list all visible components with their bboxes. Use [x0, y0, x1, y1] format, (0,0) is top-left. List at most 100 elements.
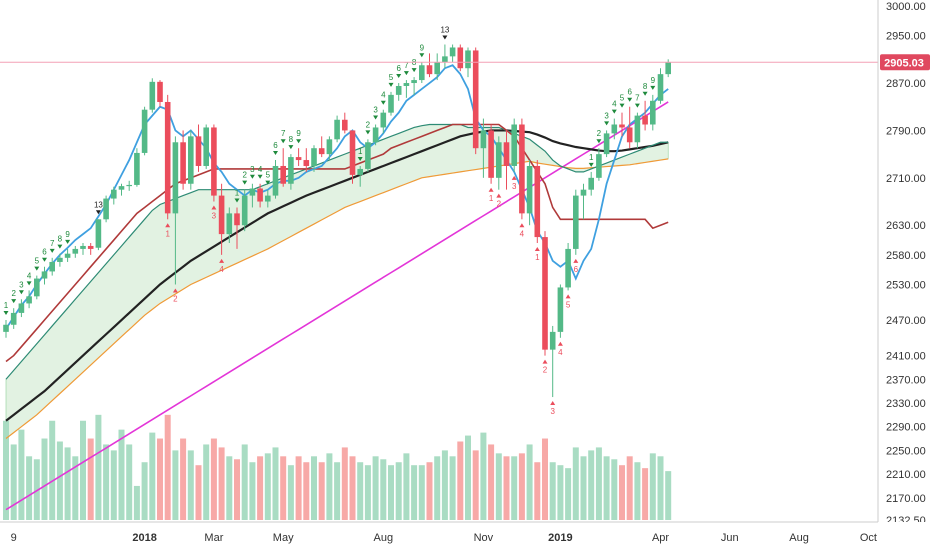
td-up-label: 1 — [235, 188, 240, 197]
x-tick-label: Aug — [374, 532, 394, 544]
td-up-label: 2 — [242, 171, 247, 180]
volume-bar — [642, 468, 649, 520]
td-up-label: 13 — [94, 200, 103, 209]
td-down-arrow — [26, 281, 32, 286]
volume-bar — [380, 459, 387, 520]
td-down-label: 6 — [574, 265, 579, 274]
td-down-arrow — [288, 145, 294, 150]
td-up-label: 9 — [651, 76, 656, 85]
td-down-arrow — [234, 198, 240, 203]
td-up-label: 7 — [281, 129, 286, 138]
volume-bar — [334, 462, 341, 520]
td-up-label: 8 — [58, 235, 63, 244]
td-up-arrow — [511, 175, 517, 180]
volume-bar — [103, 444, 110, 520]
td-down-arrow — [596, 139, 602, 144]
td-down-arrow — [95, 210, 101, 215]
volume-bar — [349, 456, 356, 520]
x-tick-label: Aug — [789, 532, 809, 544]
td-down-label: 1 — [535, 253, 540, 262]
candle-body — [218, 195, 225, 235]
candle-body — [26, 296, 32, 304]
candle-body — [149, 81, 156, 110]
td-up-label: 5 — [620, 94, 625, 103]
volume-bar — [3, 420, 9, 520]
td-down-label: 4 — [558, 348, 563, 357]
td-up-label: 1 — [358, 147, 363, 156]
td-up-label: 5 — [389, 73, 394, 82]
volume-bar — [472, 450, 479, 520]
td-up-label: 6 — [396, 64, 401, 73]
volume-bar — [580, 456, 587, 520]
volume-bar — [280, 456, 287, 520]
volume-bar — [203, 444, 210, 520]
volume-bar — [18, 429, 25, 520]
candle-body — [365, 142, 371, 169]
candle-body — [611, 124, 618, 134]
td-down-label: 5 — [566, 300, 571, 309]
candle-body — [650, 100, 656, 125]
td-up-label: 5 — [266, 171, 271, 180]
current-price-value: 2905.03 — [884, 57, 924, 69]
candle-body — [326, 139, 333, 155]
td-down-arrow — [296, 139, 302, 144]
volume-bar — [318, 462, 325, 520]
td-up-label: 2 — [366, 120, 371, 129]
candle-body — [395, 85, 402, 95]
candle-body — [426, 65, 433, 75]
td-up-arrow — [519, 223, 525, 228]
candle-body — [111, 189, 117, 199]
td-down-arrow — [442, 35, 448, 40]
volume-bar — [164, 414, 171, 520]
sma-long-line — [5, 101, 669, 511]
volume-bar — [634, 462, 641, 520]
candle-body — [449, 47, 456, 57]
volume-bar — [565, 468, 572, 520]
y-tick-label: 2530.00 — [886, 279, 926, 291]
volume-bar — [33, 459, 40, 520]
candle-body — [411, 80, 417, 84]
td-down-arrow — [280, 139, 286, 144]
td-up-arrow — [550, 401, 556, 406]
td-down-arrow — [403, 71, 409, 76]
y-axis: 3000.00 2950.00 2870.00 2790.00 2710.00 2630.… — [877, 0, 932, 550]
volume-bar — [95, 414, 102, 520]
x-tick-label: Oct — [860, 532, 877, 544]
volume-bar — [49, 420, 56, 520]
td-up-arrow — [165, 223, 171, 228]
candle-body — [34, 278, 40, 297]
volume-bar — [172, 450, 179, 520]
candle-body — [603, 133, 610, 155]
candle-body — [164, 101, 171, 214]
td-down-arrow — [65, 239, 71, 244]
td-down-arrow — [411, 68, 417, 73]
volume-bar — [426, 462, 433, 520]
volume-bar — [341, 447, 348, 520]
candle-body — [665, 62, 671, 75]
volume-bar — [557, 465, 564, 520]
volume-bar — [226, 456, 233, 520]
x-axis: 9 2018 Mar May Aug Nov 2019 Apr Jun Aug Oct — [0, 521, 932, 550]
candle-body — [503, 142, 510, 166]
volume-bar — [603, 456, 610, 520]
td-down-label: 3 — [212, 212, 217, 221]
volume-bar — [303, 462, 310, 520]
td-down-arrow — [11, 299, 17, 304]
y-tick-label: 2170.00 — [886, 493, 926, 505]
td-down-arrow — [419, 53, 425, 58]
volume-bar — [157, 438, 163, 520]
td-up-arrow — [573, 258, 579, 263]
td-down-arrow — [650, 85, 656, 90]
candle-body — [634, 115, 641, 143]
volume-bar — [403, 453, 410, 520]
candle-body — [480, 130, 487, 149]
volume-bar — [503, 456, 510, 520]
volume-bar — [133, 485, 140, 520]
candle-body — [573, 195, 579, 249]
candle-body — [95, 219, 102, 248]
volume-bar — [311, 456, 317, 520]
y-tick-label: 3000.00 — [886, 1, 926, 13]
candles — [3, 44, 671, 398]
volume-bar — [457, 441, 464, 520]
